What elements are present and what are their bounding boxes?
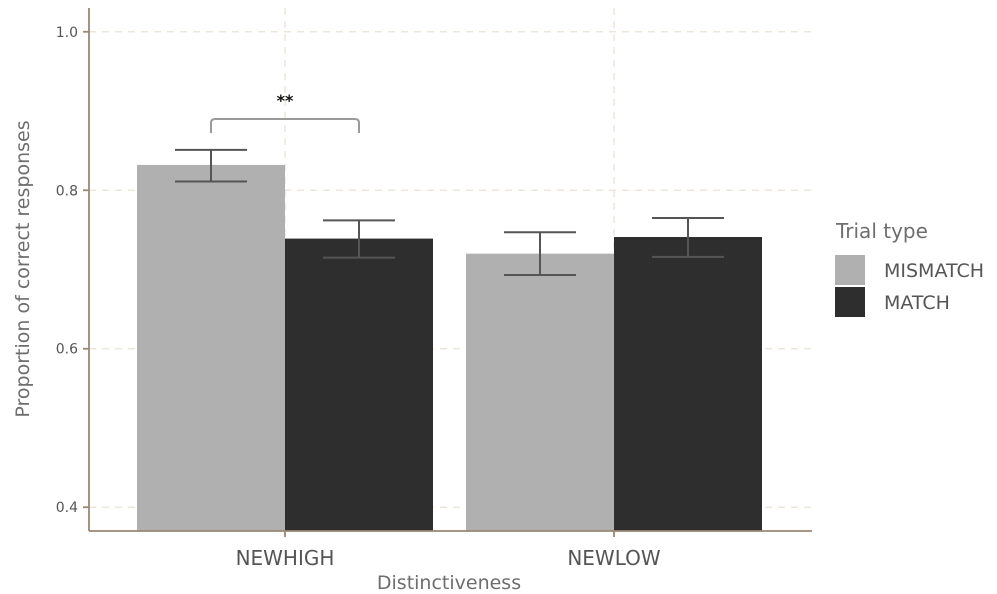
legend-swatch-match — [835, 287, 865, 317]
x-tick-label-newhigh: NEWHIGH — [236, 546, 335, 570]
legend-title: Trial type — [835, 219, 928, 243]
y-axis-title: Proportion of correct responses — [12, 120, 34, 417]
bar-mismatch-newlow — [466, 253, 614, 531]
bar-match-newlow — [614, 237, 762, 531]
significance-stars: ** — [277, 91, 294, 110]
error-bars — [175, 148, 724, 277]
y-tick-label: 0.4 — [56, 500, 78, 516]
y-tick-label: 1.0 — [56, 25, 78, 41]
error-bar-match-newlow — [652, 216, 724, 258]
axes — [83, 8, 812, 537]
x-tick-labels: NEWHIGH NEWLOW — [236, 546, 661, 570]
bar-match-newhigh — [285, 238, 433, 531]
x-axis-title: Distinctiveness — [377, 572, 521, 594]
bars — [137, 164, 762, 531]
legend-swatch-mismatch — [835, 255, 865, 285]
legend-label-mismatch: MISMATCH — [884, 260, 984, 282]
error-bar-match-newhigh — [323, 219, 395, 259]
y-tick-label: 0.6 — [56, 342, 78, 358]
y-tick-labels: 0.4 0.6 0.8 1.0 — [56, 25, 78, 516]
error-bar-mismatch-newlow — [504, 231, 576, 277]
significance-bracket — [210, 117, 360, 133]
legend-label-match: MATCH — [884, 292, 950, 314]
y-tick-label: 0.8 — [56, 183, 78, 199]
legend: Trial type MISMATCH MATCH — [835, 219, 984, 317]
x-tick-label-newlow: NEWLOW — [567, 546, 661, 570]
significance-annotation: ** — [210, 91, 360, 133]
error-bar-mismatch-newhigh — [175, 148, 247, 183]
bar-mismatch-newhigh — [137, 164, 285, 531]
